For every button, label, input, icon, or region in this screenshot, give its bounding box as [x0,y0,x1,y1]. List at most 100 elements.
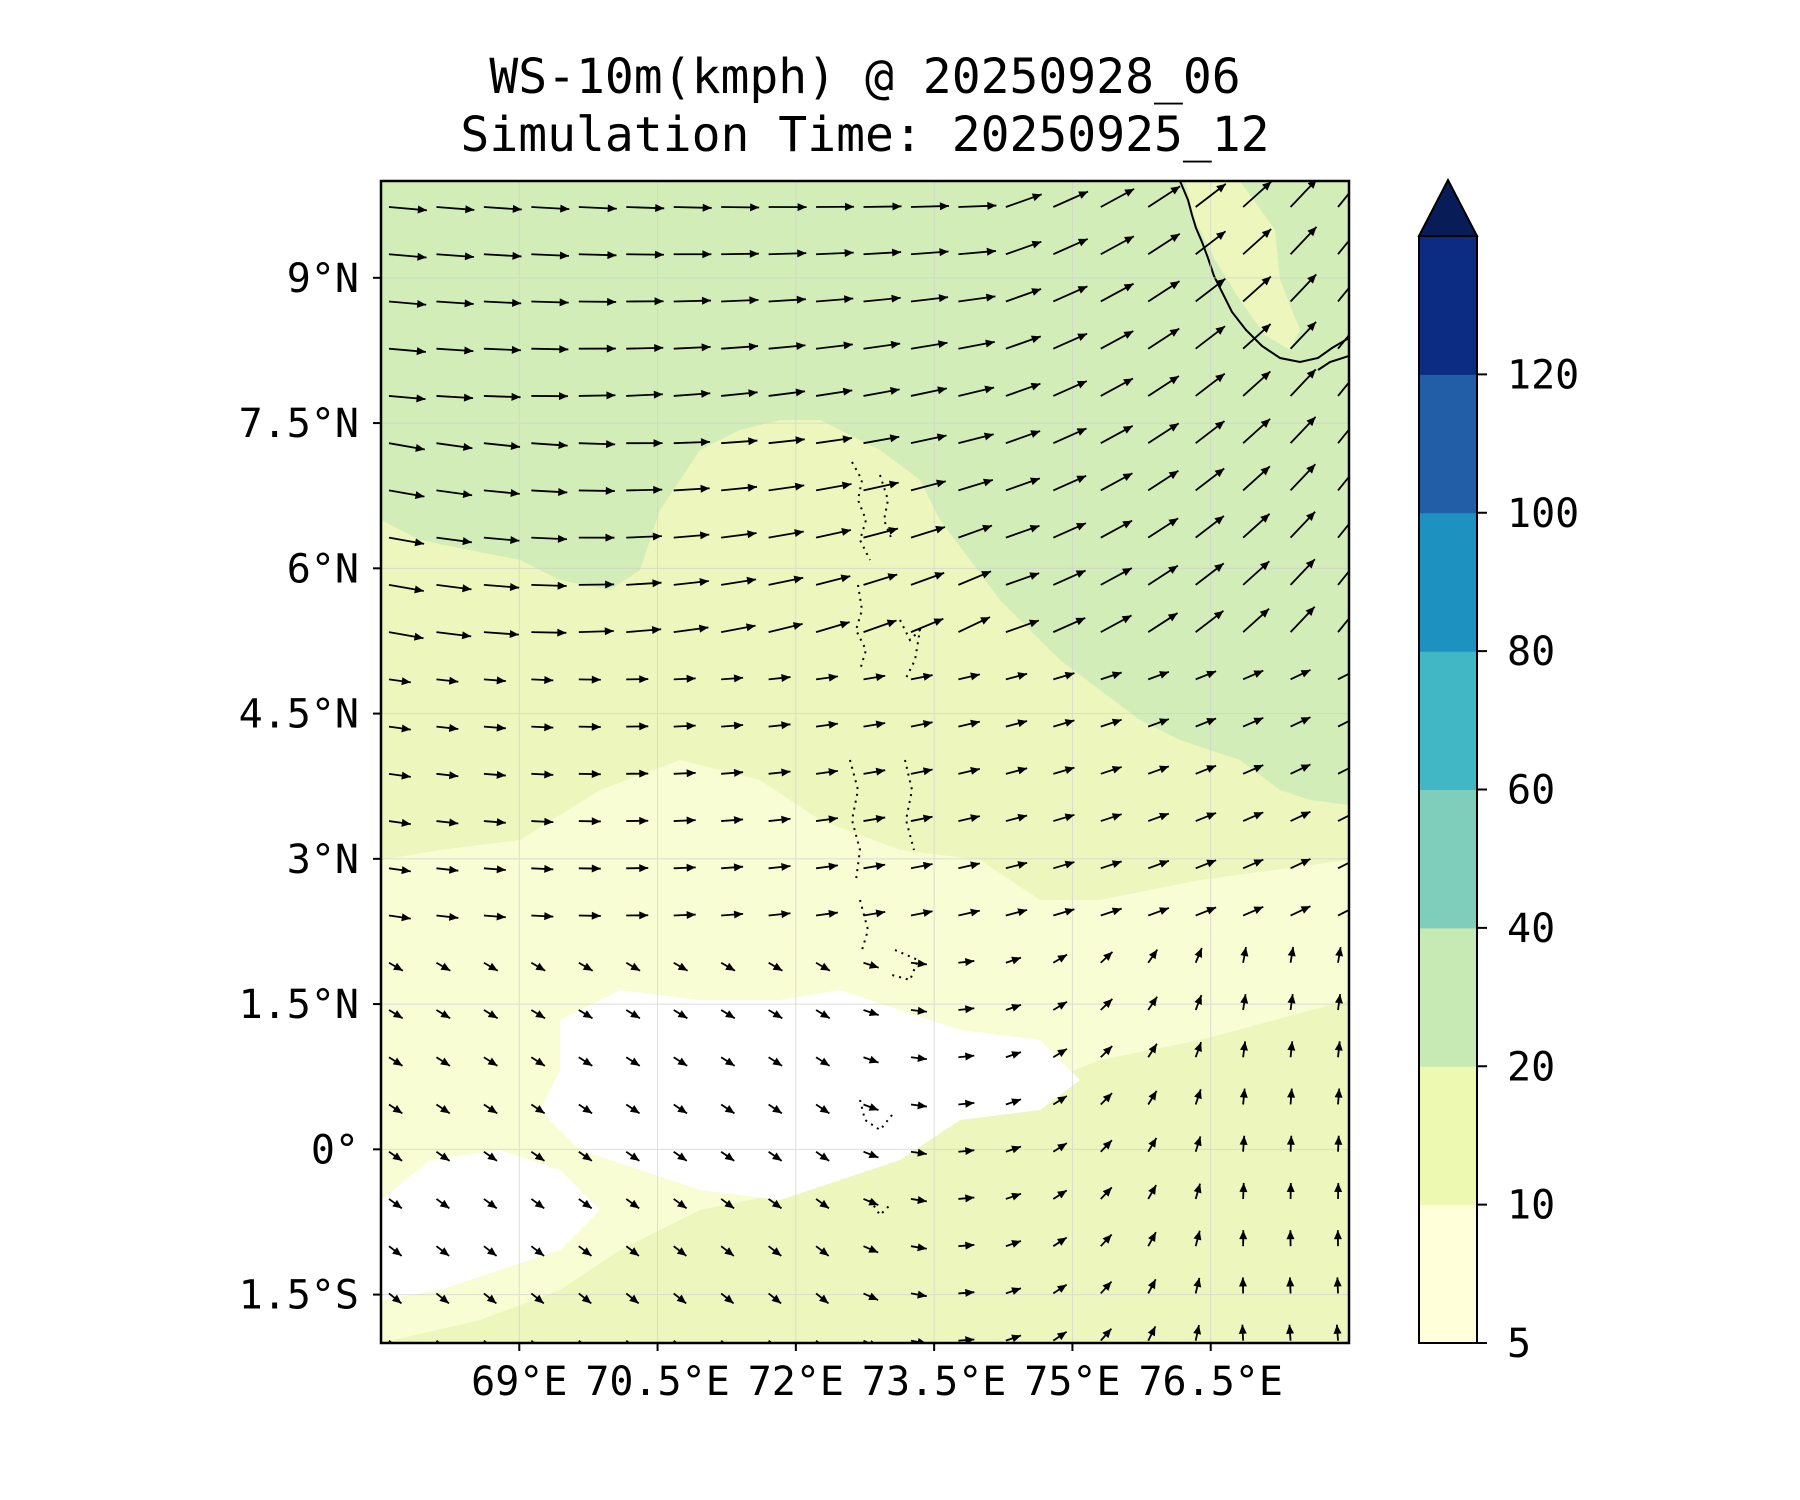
wind-arrow [1147,517,1179,539]
wind-arrow [863,202,902,211]
wind-arrow [1005,1287,1022,1295]
wind-arrow [863,387,900,397]
wind-arrow [721,530,757,539]
wind-arrow [626,297,664,306]
wind-arrow [578,864,601,873]
wind-arrow [815,1103,830,1115]
wind-arrow [1100,425,1134,444]
sri-lanka-coast [1317,355,1349,371]
wind-arrow [1005,1192,1022,1201]
wind-arrow [815,574,851,586]
wind-arrow [1052,569,1086,586]
wind-arrow [958,1052,975,1061]
wind-arrow [483,1056,498,1067]
wind-arrow [958,1241,975,1250]
wind-arrow [388,205,427,214]
wind-arrow [483,912,506,921]
wind-arrow [388,489,425,500]
lon-tick-label: 76.5°E [1138,1359,1283,1405]
wind-arrow [673,250,712,259]
wind-arrow [1147,327,1180,350]
wind-arrow [530,1150,545,1162]
wind-arrow [1290,858,1311,870]
wind-arrow [578,391,616,400]
wind-arrow [1147,996,1158,1011]
wind-arrow [673,484,710,493]
colorbar-label: 5 [1507,1321,1531,1367]
maldives-atolls [849,461,922,1217]
wind-arrow [1194,1041,1202,1058]
wind-arrow [815,909,838,918]
wind-arrow [436,299,474,308]
wind-arrow [626,485,663,494]
wind-arrow [1147,185,1181,208]
colorbar-label: 40 [1507,906,1555,952]
wind-arrow [815,815,838,824]
wind-arrow [530,1292,545,1305]
wind-arrow [958,1336,975,1343]
wind-arrow [578,1103,593,1115]
wind-arrow [1239,1088,1248,1105]
wind-arrow [958,570,992,586]
wind-arrow [863,1150,879,1159]
wind-arrow [768,674,791,682]
wind-arrow [1100,1233,1113,1247]
wind-arrow [721,203,760,212]
wind-arrow [1337,428,1349,444]
wind-arrow [1195,325,1226,350]
wind-arrow [435,1056,451,1067]
wind-arrow [436,631,472,640]
wind-arrow [388,252,427,261]
wind-arrow [388,299,427,308]
wind-arrow [483,1292,497,1305]
wind-arrow [768,529,804,539]
wind-arrow [863,814,886,823]
wind-arrow [1335,946,1344,963]
longitude-axis: 69°E 70.5°E 72°E 73.5°E 75°E 76.5°E [471,1343,1283,1405]
wind-arrow [721,674,744,683]
calm-zone-main [540,990,1080,1200]
wind-arrow [626,532,662,541]
wind-arrow [436,346,474,355]
wind-arrow [863,1245,879,1254]
wind-arrow [483,629,519,638]
wind-arrow [1147,232,1181,255]
lon-tick-label: 73.5°E [862,1359,1007,1405]
wind-arrow [1100,330,1134,350]
wind-arrow [910,1006,927,1015]
wind-arrow [958,767,981,775]
wind-arrow [1337,380,1349,397]
wind-arrow [1242,608,1270,633]
wind-arrow [1334,1088,1343,1105]
wind-arrow [673,296,712,305]
wind-arrow [626,390,663,399]
wind-arrow [1005,193,1042,208]
wind-arrow [626,439,663,448]
wind-arrow [483,345,521,354]
wind-arrow [1286,1135,1295,1152]
wind-arrow [388,771,411,780]
wind-arrow [1194,947,1203,964]
wind-arrow [863,340,901,350]
wind-arrow [673,1103,688,1115]
wind-arrow [673,438,711,447]
wind-arrow [483,1103,498,1115]
wind-arrow [863,434,900,445]
wind-arrow [1242,275,1272,303]
wind-arrow [673,389,711,398]
colorbar-segment [1419,374,1477,514]
wind-arrow [388,442,425,452]
wind-arrow [1337,522,1349,539]
wind-arrow [578,580,615,589]
wind-arrow [815,1245,830,1257]
wind-arrow [531,581,567,590]
wind-arrow [1242,323,1272,350]
wind-arrow [1195,717,1217,728]
wind-arrow [531,723,554,732]
wind-arrow [1337,192,1349,208]
colorbar-label: 120 [1507,352,1579,398]
wind-arrow [1147,670,1170,681]
wind-arrow [1100,614,1132,633]
wind-arrow [1100,951,1114,964]
wind-arrow [673,816,696,825]
